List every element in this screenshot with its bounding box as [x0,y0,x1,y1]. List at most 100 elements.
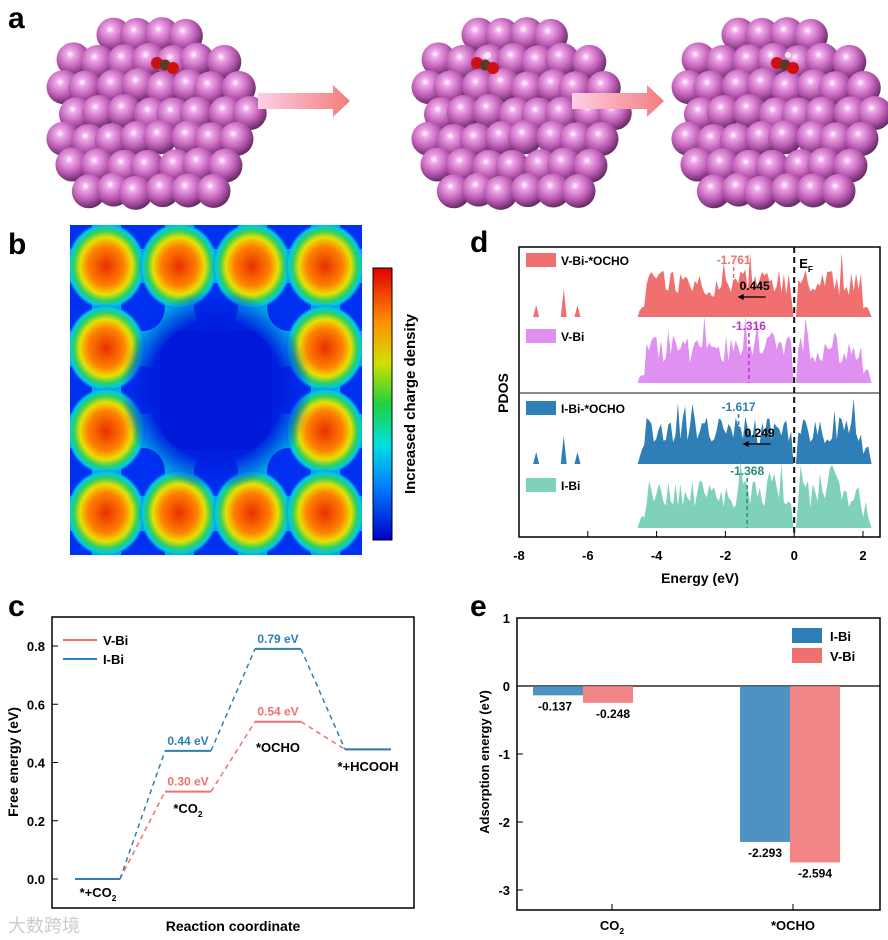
x-axis-label: Energy (eV) [661,570,739,586]
bar-I-Bi [740,686,790,842]
central-low-density [160,330,272,450]
bi-atom-icon [208,148,243,183]
pdos-area-I-Bi-*OCHO [637,398,872,464]
watermark: 大数跨境 [8,916,80,936]
pdos-area-V-Bi [637,315,872,383]
x-tick-label: -6 [582,548,594,563]
step-label: *+CO2 [80,885,117,903]
high-density-blob [139,469,219,555]
legend-swatch [526,253,556,267]
bar-V-Bi [583,686,633,703]
bi-atom-icon [145,71,180,106]
bi-atom-icon [80,148,115,183]
bi-atom-icon [770,173,805,208]
bi-atom-icon [461,17,496,52]
category-label: CO2 [600,918,625,936]
energy-value-label: 0.30 eV [167,775,208,789]
panel-label-e: e [470,590,487,623]
bi-atom-icon [510,71,545,106]
bi-atom-icon [196,173,231,208]
x-tick-label: -2 [720,548,732,563]
bi-atom-icon [770,71,805,106]
bi-atom-icon [821,173,856,208]
legend-swatch [526,478,556,492]
pdos-area-I-Bi [637,461,872,528]
bi-atom-icon [573,148,608,183]
bi-atom-icon [696,174,731,209]
x-tick-label: -8 [513,548,525,563]
bi-atom-icon [107,94,142,129]
reaction-arrow-icon [258,85,350,117]
plot-frame [516,617,881,911]
bar-value-label: -0.248 [596,707,630,721]
bi-atom-icon [445,44,480,79]
pdos-area-V-Bi-*OCHO [637,252,872,317]
bi-atom-icon [436,174,471,209]
pdos-semicore-peak [560,436,567,464]
bi-atom-icon [844,121,879,156]
bi-atom-icon [536,173,571,208]
legend-swatch [526,401,556,415]
bi-atom-icon [446,95,481,130]
high-density-blob [70,469,146,555]
d-band-center-label: -1.316 [732,319,766,333]
legend-label: I-Bi [561,479,580,493]
transition-line [119,791,166,880]
panel-label-a: a [8,2,25,35]
bi-atom-icon [171,173,206,208]
y-tick-label: 0.0 [27,872,45,887]
bi-atom-icon [143,120,178,155]
bi-atom-icon [411,121,446,156]
x-tick-label: 2 [859,548,866,563]
legend-label: V-Bi-*OCHO [561,254,629,268]
bi-atom-icon [732,94,767,129]
bar-I-Bi [533,686,583,696]
legend-label: V-Bi [103,633,128,648]
bi-atom-icon [819,122,854,157]
oxygen-atom-icon [487,62,499,74]
bi-atom-icon [680,147,715,182]
bi-cluster-1 [46,17,267,210]
transition-line [210,721,256,793]
shift-label: 0.249 [745,426,775,440]
y-tick-label: -2 [498,815,510,830]
y-tick-label: -1 [498,747,510,762]
bi-atom-icon [547,147,582,182]
y-tick-label: 0.2 [27,814,45,829]
high-density-blob [139,225,219,310]
bi-atom-icon [46,121,81,156]
bi-atom-icon [705,44,740,79]
panel-b-charge-map: Increased charge density [70,225,419,555]
oxygen-atom-icon [167,62,179,74]
y-axis-label: PDOS [495,373,511,413]
fermi-level-label: EF [799,256,813,274]
bi-atom-icon [94,123,129,158]
panel-label-d: d [470,226,489,259]
transition-line [210,648,256,752]
panel-label-b: b [8,228,27,261]
panel-e-adsorption: 1 0 -1 -2 -3 Adsorption energy (eV) -0.137 -2.2… [477,611,881,936]
plot-frame [518,246,881,538]
energy-value-label: 0.54 eV [257,705,298,719]
bi-atom-icon [705,148,740,183]
pdos-semicore-peak [533,452,540,464]
bi-atom-icon [193,71,228,106]
bi-atom-icon [832,44,867,79]
step-label: *CO2 [173,801,203,819]
energy-value-label: 0.44 eV [167,734,208,748]
bi-atom-icon [508,120,543,155]
bi-atom-icon [833,148,868,183]
bi-atom-icon [207,44,242,79]
bi-atom-icon [55,147,90,182]
bi-atom-icon [572,44,607,79]
bi-atom-icon [420,147,455,182]
bi-atom-icon [445,148,480,183]
bi-atom-icon [80,44,115,79]
step-label: *OCHO [256,740,300,755]
panel-c-free-energy: 0.0 0.2 0.4 0.6 0.8 Free energy (eV) Reaction … [5,616,415,934]
arrowhead-icon [737,294,744,300]
y-tick-label: 0.6 [27,697,45,712]
bi-atom-icon [483,175,518,210]
bi-atom-icon [145,173,180,208]
